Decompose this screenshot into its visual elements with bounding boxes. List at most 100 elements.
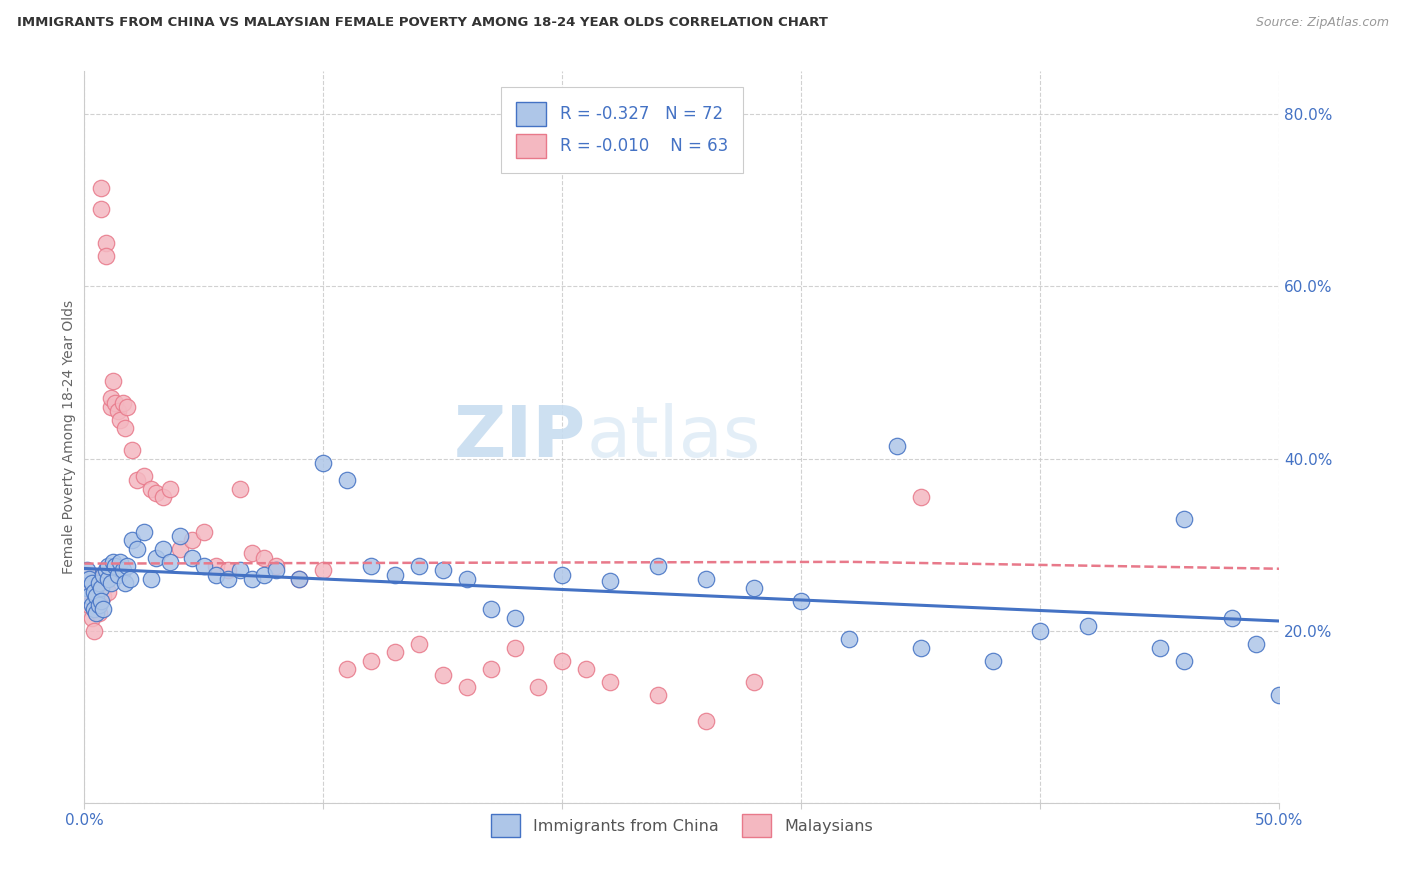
Point (1244, 637, 1267, 651)
Point (790, 593, 813, 607)
Point (742, 581, 765, 595)
Text: atlas: atlas (586, 402, 761, 472)
Point (264, 559, 287, 574)
Point (695, 714, 717, 728)
Point (104, 559, 127, 574)
Point (695, 572, 717, 586)
Point (118, 572, 141, 586)
Point (503, 611, 526, 625)
Point (107, 404, 129, 418)
Point (110, 555, 132, 569)
Point (132, 524, 156, 539)
Point (90, 180, 112, 194)
Point (86, 593, 108, 607)
Point (101, 555, 124, 569)
Point (1029, 624, 1052, 638)
Point (169, 541, 191, 556)
Point (94, 564, 117, 578)
Point (456, 680, 478, 694)
Point (981, 654, 1004, 668)
Point (114, 421, 136, 435)
Point (312, 564, 335, 578)
Point (551, 567, 574, 582)
Point (77, 572, 100, 586)
Point (83, 624, 105, 638)
Point (229, 564, 252, 578)
Point (205, 567, 228, 582)
Point (217, 564, 239, 578)
Point (253, 567, 276, 582)
Point (169, 529, 191, 543)
Point (288, 572, 311, 586)
Point (838, 632, 860, 647)
Point (1220, 611, 1243, 625)
Point (360, 559, 382, 574)
Point (77, 572, 100, 586)
Point (80, 576, 103, 591)
Point (107, 567, 129, 582)
Point (479, 602, 502, 616)
Text: Source: ZipAtlas.com: Source: ZipAtlas.com (1256, 16, 1389, 29)
Point (145, 550, 167, 565)
Point (312, 456, 335, 470)
Point (77, 589, 100, 603)
Point (87, 607, 110, 621)
Point (125, 541, 148, 556)
Point (1268, 688, 1291, 702)
Legend: Immigrants from China, Malaysians: Immigrants from China, Malaysians (478, 802, 886, 850)
Point (97, 572, 120, 586)
Point (83, 585, 105, 599)
Point (90, 202, 112, 216)
Point (240, 572, 263, 586)
Point (76, 581, 98, 595)
Point (80, 598, 103, 612)
Point (264, 564, 287, 578)
Point (100, 400, 122, 414)
Point (97, 585, 120, 599)
Point (599, 574, 621, 588)
Point (1173, 512, 1195, 526)
Point (193, 559, 215, 574)
Point (80, 581, 103, 595)
Point (336, 473, 359, 487)
Point (87, 598, 110, 612)
Point (599, 675, 621, 690)
Point (575, 662, 598, 676)
Point (742, 675, 765, 690)
Point (77, 598, 100, 612)
Point (360, 654, 382, 668)
Point (83, 585, 105, 599)
Point (86, 607, 108, 621)
Point (94, 249, 117, 263)
Point (456, 572, 478, 586)
Point (910, 640, 932, 655)
Point (83, 602, 105, 616)
Point (141, 572, 163, 586)
Point (97, 559, 120, 574)
Point (159, 555, 181, 569)
Point (94, 236, 117, 251)
Point (132, 468, 156, 483)
Point (384, 645, 406, 659)
Point (229, 482, 252, 496)
Point (240, 546, 263, 560)
Point (76, 564, 98, 578)
Point (647, 559, 669, 574)
Point (910, 491, 932, 505)
Point (90, 581, 112, 595)
Point (205, 559, 228, 574)
Point (97, 572, 120, 586)
Point (432, 668, 454, 682)
Point (93, 602, 115, 616)
Point (551, 654, 574, 668)
Y-axis label: Female Poverty Among 18-24 Year Olds: Female Poverty Among 18-24 Year Olds (62, 300, 76, 574)
Point (121, 533, 143, 548)
Point (1149, 640, 1171, 655)
Point (93, 572, 115, 586)
Point (145, 486, 167, 500)
Point (117, 400, 139, 414)
Point (181, 533, 204, 548)
Point (80, 611, 103, 625)
Point (93, 589, 115, 603)
Point (100, 576, 122, 591)
